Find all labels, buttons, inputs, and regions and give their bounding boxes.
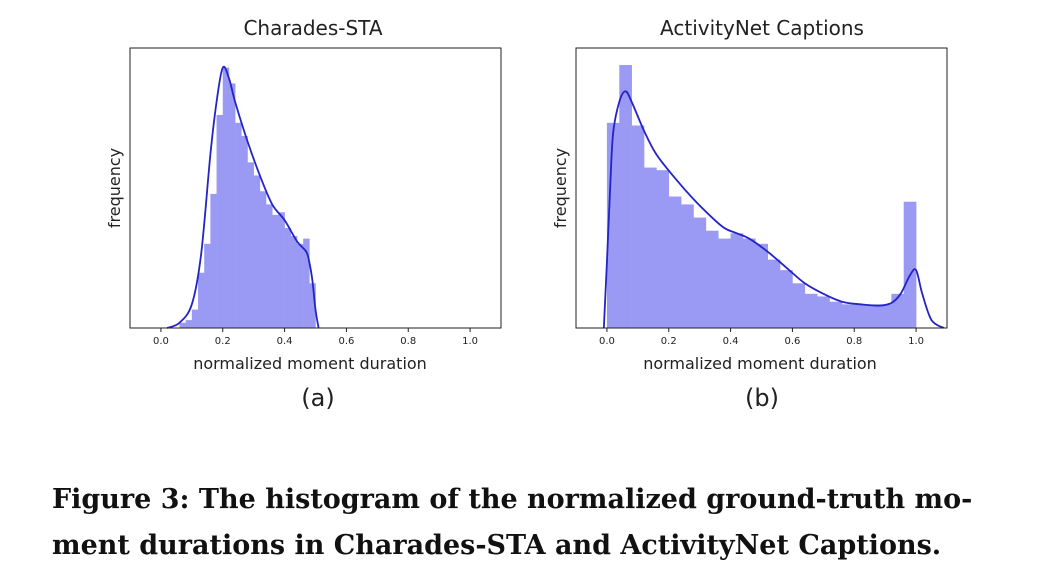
histogram-bar [191,309,199,328]
histogram-bar [755,243,768,328]
kde-curve-a [166,65,320,329]
histogram-bar [693,217,707,328]
x-tick-label: 0.8 [846,336,862,347]
x-tick-label: 0.8 [400,336,416,347]
histogram-bar [854,304,867,328]
subfigure-label-b: (b) [745,384,779,412]
kde-curve-b [602,90,945,329]
plot-frame-b [575,47,948,329]
histogram-bar [780,270,793,328]
subfigure-label-a: (a) [301,384,334,412]
histogram-bar [891,293,905,328]
histogram-bar [179,322,186,328]
histogram-bar [705,230,719,328]
histogram-bar [804,293,818,328]
histogram-bar [644,167,657,328]
histogram-bar [656,170,670,328]
histogram-bar [247,162,254,328]
caption-line-2: ment durations in Charades-STA and Activ… [52,530,942,561]
histogram-bar [204,243,211,328]
x-tick-label: 0.6 [338,336,354,347]
plot-frame-a [129,47,502,329]
panel-activitynet: ActivityNet Captions frequency 0.0 0.2 0.4… [551,16,948,412]
histogram-bar [266,204,273,328]
histogram-bar [290,235,298,328]
histogram-bar [241,136,248,328]
histogram-bar [767,259,781,328]
histogram-bar [222,67,230,328]
histogram-bar [631,125,645,329]
histogram-bar [866,304,880,328]
y-axis-label-b: frequency [551,148,570,228]
x-axis-label-b: normalized moment duration [643,354,877,373]
histogram-bar [309,283,316,328]
x-tick-label: 0.2 [215,336,231,347]
histogram-bar [216,114,224,328]
figure-panels: Charades-STA frequency 0.0 0.2 0.4 0.6 0.8 1.… [105,16,948,412]
histogram-bar [841,304,855,328]
chart-title-b: ActivityNet Captions [660,16,864,40]
x-tick-label: 1.0 [462,336,478,347]
histogram-bar [228,83,236,328]
histogram-bar [259,191,267,328]
histogram-bar [198,272,205,328]
histogram-bar [235,122,242,328]
histogram-bar [210,193,217,328]
histogram-bar [253,175,261,328]
x-tick-label: 0.4 [723,336,739,347]
histogram-bar [668,196,682,328]
figure-caption: Figure 3: The histogram of the normalize… [52,477,1012,569]
x-axis-label-a: normalized moment duration [193,354,427,373]
caption-line-1: Figure 3: The histogram of the normalize… [52,484,973,515]
histogram-bar [619,65,632,328]
x-ticks-a: 0.0 0.2 0.4 0.6 0.8 1.0 [153,328,478,347]
histogram-bar [829,301,843,328]
panel-charades: Charades-STA frequency 0.0 0.2 0.4 0.6 0.8 1.… [105,16,502,412]
bars-b [606,65,917,329]
histogram-bar [681,204,694,328]
x-tick-label: 0.0 [599,336,615,347]
histogram-bar [272,214,279,328]
x-ticks-b: 0.0 0.2 0.4 0.6 0.8 1.0 [599,328,924,347]
x-tick-label: 0.4 [277,336,293,347]
histogram-bar [730,233,744,328]
x-tick-label: 0.0 [153,336,169,347]
histogram-bar [303,238,310,328]
x-tick-label: 0.2 [661,336,677,347]
histogram-bar [296,243,304,328]
histogram-bar [792,283,806,328]
histogram-bar [185,320,193,328]
bars-a [179,67,316,328]
histogram-bar [878,304,892,328]
histogram-bar [278,212,285,328]
histogram-bar [903,201,917,328]
histogram-bar [284,228,292,328]
x-tick-label: 0.6 [784,336,800,347]
histogram-bar [817,296,830,328]
y-axis-label-a: frequency [105,148,124,228]
histogram-bar [718,238,731,328]
x-tick-label: 1.0 [908,336,924,347]
chart-title-a: Charades-STA [243,16,382,40]
histogram-bar [742,238,756,328]
